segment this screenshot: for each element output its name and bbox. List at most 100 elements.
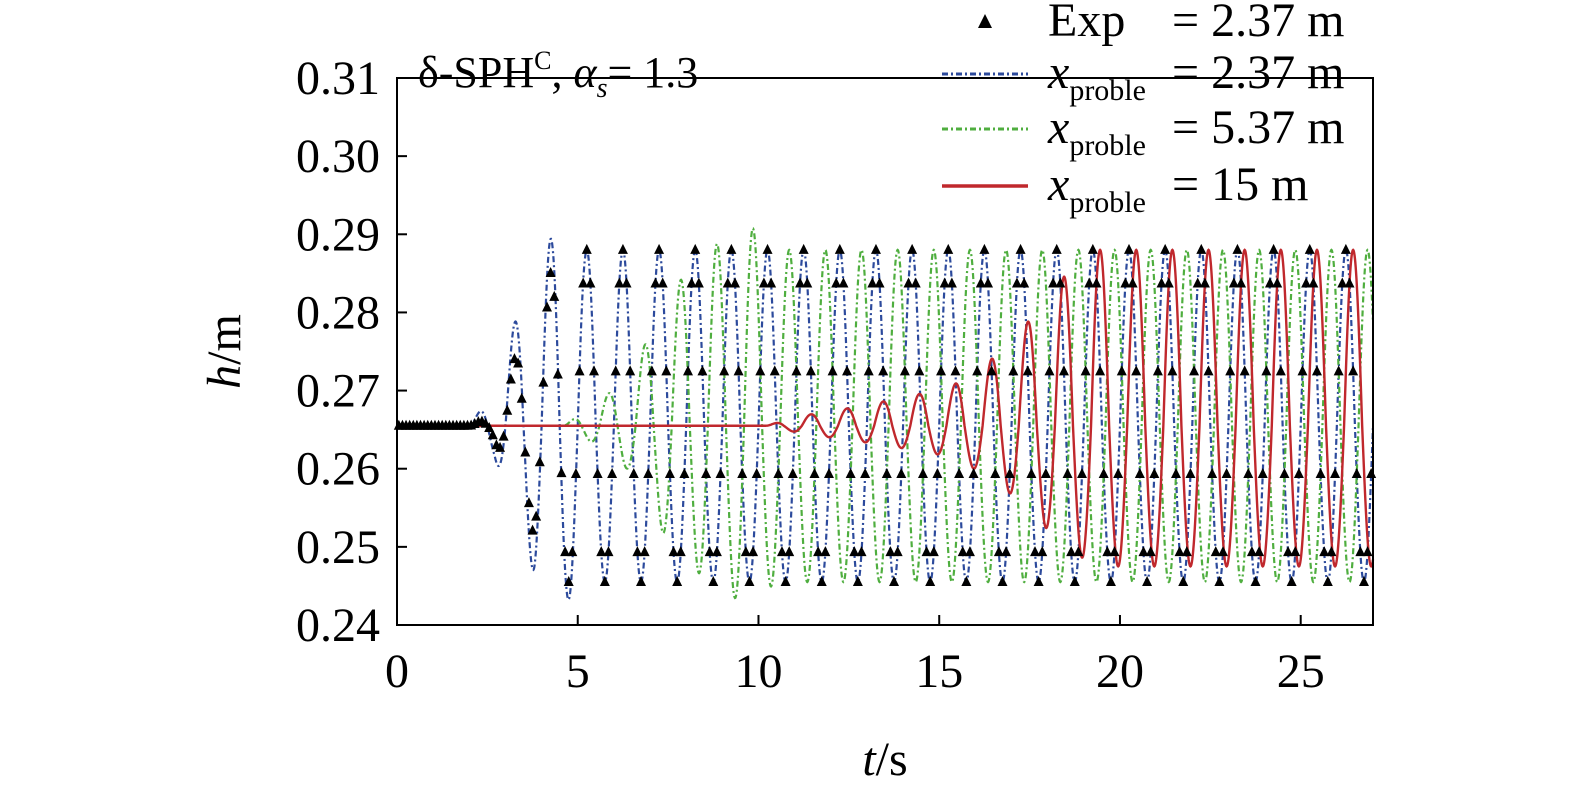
data-point-triangle — [1044, 365, 1055, 376]
data-point-triangle — [921, 546, 932, 557]
data-point-triangle — [1246, 546, 1257, 557]
data-point-triangle — [823, 468, 834, 479]
data-point-triangle — [1138, 546, 1149, 557]
data-point-triangle — [838, 277, 849, 288]
data-point-triangle — [784, 546, 795, 557]
data-point-triangle — [549, 290, 560, 301]
data-point-triangle — [748, 546, 759, 557]
legend-marker-triangle — [978, 14, 992, 28]
legend-label: xproble = 15 m — [1047, 158, 1308, 219]
data-point-triangle — [1037, 546, 1048, 557]
data-point-triangle — [1098, 468, 1109, 479]
x-tick-label: 10 — [734, 645, 782, 698]
data-point-triangle — [762, 243, 773, 254]
data-point-triangle — [932, 468, 943, 479]
data-point-triangle — [1243, 468, 1254, 479]
annotation-separator: , — [551, 48, 573, 97]
data-point-triangle — [805, 365, 816, 376]
data-point-triangle — [1275, 365, 1286, 376]
data-point-triangle — [979, 243, 990, 254]
data-point-triangle — [845, 468, 856, 479]
data-point-triangle — [997, 576, 1008, 587]
data-point-triangle — [719, 365, 730, 376]
data-point-triangle — [1019, 277, 1030, 288]
series-exp-markers — [393, 243, 1377, 587]
data-point-triangle — [1030, 546, 1041, 557]
x-axis-unit: /s — [876, 733, 908, 786]
data-point-triangle — [657, 277, 668, 288]
data-point-triangle — [1026, 468, 1037, 479]
data-point-triangle — [607, 468, 618, 479]
data-point-triangle — [990, 468, 1001, 479]
data-point-triangle — [701, 468, 712, 479]
annotation-label: δ-SPHC, αs= 1.3 — [418, 46, 698, 104]
data-point-triangle — [538, 376, 549, 387]
data-point-triangle — [639, 546, 650, 557]
data-point-triangle — [881, 468, 892, 479]
data-point-triangle — [1286, 576, 1297, 587]
data-point-triangle — [610, 365, 621, 376]
data-point-triangle — [1069, 576, 1080, 587]
data-point-triangle — [668, 546, 679, 557]
data-point-triangle — [1163, 277, 1174, 288]
data-point-triangle — [896, 468, 907, 479]
x-axis-label: t/s — [862, 733, 907, 786]
y-tick-label: 0.25 — [296, 521, 380, 574]
data-point-triangle — [1311, 365, 1322, 376]
data-point-triangle — [664, 468, 675, 479]
legend-series-value: = 15 m — [1172, 158, 1308, 211]
y-tick-label: 0.26 — [296, 443, 380, 496]
x-tick-label: 20 — [1096, 645, 1144, 698]
data-point-triangle — [910, 277, 921, 288]
data-point-triangle — [878, 365, 889, 376]
data-point-triangle — [1228, 277, 1239, 288]
data-point-triangle — [531, 510, 542, 521]
data-point-triangle — [928, 546, 939, 557]
y-axis-label: h/m — [198, 314, 251, 389]
data-point-triangle — [556, 467, 567, 478]
data-point-triangle — [1145, 546, 1156, 557]
data-point-triangle — [957, 546, 968, 557]
data-point-triangle — [1131, 365, 1142, 376]
data-point-triangle — [758, 277, 769, 288]
data-point-triangle — [1109, 546, 1120, 557]
data-point-triangle — [1308, 277, 1319, 288]
data-point-triangle — [589, 365, 600, 376]
data-point-triangle — [560, 546, 571, 557]
legend-entry-exp: Exp = 2.37 m — [978, 0, 1344, 47]
data-point-triangle — [780, 576, 791, 587]
legend-entry-probe-5-37: xproble = 5.37 m — [942, 101, 1344, 162]
data-point-triangle — [1134, 468, 1145, 479]
y-tick-label: 0.30 — [296, 130, 380, 183]
data-point-triangle — [523, 497, 534, 508]
data-point-triangle — [545, 266, 556, 277]
data-point-triangle — [661, 365, 672, 376]
data-point-triangle — [646, 365, 657, 376]
data-point-triangle — [502, 404, 513, 415]
data-point-triangle — [1008, 365, 1019, 376]
legend-variable: x — [1047, 46, 1069, 99]
data-point-triangle — [950, 365, 961, 376]
data-point-triangle — [542, 301, 553, 312]
y-tick-label: 0.28 — [296, 286, 380, 339]
data-point-triangle — [1210, 546, 1221, 557]
data-point-triangle — [740, 546, 751, 557]
data-point-triangle — [1297, 365, 1308, 376]
data-point-triangle — [1301, 277, 1312, 288]
data-point-triangle — [487, 429, 498, 440]
data-point-triangle — [744, 576, 755, 587]
data-point-triangle — [1199, 277, 1210, 288]
data-point-triangle — [672, 576, 683, 587]
data-point-triangle — [682, 365, 693, 376]
data-point-triangle — [505, 373, 516, 384]
data-point-triangle — [1315, 468, 1326, 479]
data-point-triangle — [693, 277, 704, 288]
y-tick-label: 0.27 — [296, 365, 380, 418]
data-point-triangle — [1217, 546, 1228, 557]
y-axis-variable: h — [198, 365, 251, 389]
data-point-triangle — [1077, 468, 1088, 479]
data-point-triangle — [860, 468, 871, 479]
data-point-triangle — [964, 546, 975, 557]
data-point-triangle — [574, 365, 585, 376]
legend-variable: x — [1047, 158, 1069, 211]
